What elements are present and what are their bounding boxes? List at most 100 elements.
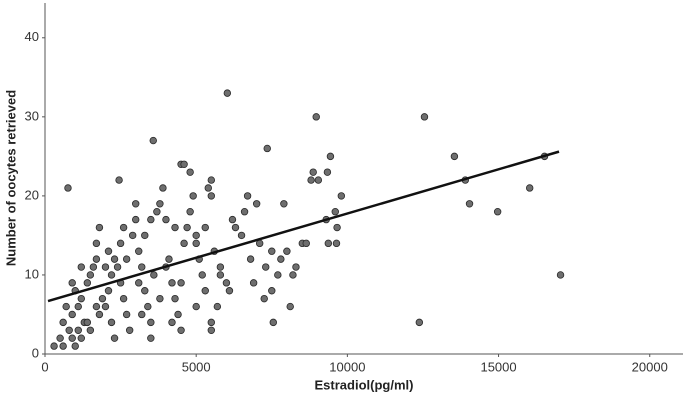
point bbox=[71, 342, 79, 350]
point bbox=[186, 208, 194, 216]
point bbox=[98, 294, 107, 303]
point bbox=[147, 318, 155, 327]
point bbox=[171, 294, 179, 303]
point bbox=[59, 318, 67, 327]
point bbox=[228, 215, 237, 224]
point bbox=[62, 302, 70, 311]
point bbox=[141, 287, 149, 295]
point bbox=[332, 239, 341, 248]
y-axis-title: Number of oocytes retrieved bbox=[3, 90, 18, 266]
point bbox=[68, 279, 76, 287]
point bbox=[333, 223, 341, 232]
point bbox=[207, 318, 216, 327]
point bbox=[65, 326, 73, 334]
point bbox=[162, 215, 170, 224]
point bbox=[147, 215, 155, 224]
point bbox=[135, 247, 143, 255]
point bbox=[213, 302, 222, 311]
point bbox=[107, 318, 116, 327]
point bbox=[177, 326, 185, 334]
point bbox=[168, 318, 176, 327]
x-tick-label: 0 bbox=[41, 359, 48, 374]
point bbox=[119, 223, 128, 232]
point bbox=[556, 271, 565, 279]
point bbox=[107, 271, 116, 279]
x-tick-label: 5000 bbox=[182, 359, 211, 374]
point bbox=[268, 287, 276, 295]
point bbox=[180, 239, 188, 248]
point bbox=[141, 231, 149, 240]
point bbox=[249, 279, 258, 287]
y-tick-label: 0 bbox=[32, 345, 39, 360]
point bbox=[116, 239, 125, 248]
point bbox=[56, 334, 64, 342]
point bbox=[314, 176, 323, 184]
point bbox=[59, 342, 67, 350]
point bbox=[104, 287, 113, 295]
point bbox=[198, 271, 206, 279]
point bbox=[68, 334, 76, 342]
point bbox=[240, 208, 249, 216]
point bbox=[450, 152, 459, 161]
point bbox=[64, 184, 72, 192]
point bbox=[420, 113, 429, 121]
point bbox=[207, 326, 216, 334]
y-tick-label: 20 bbox=[25, 187, 39, 202]
point bbox=[324, 239, 333, 248]
x-tick-label: 15000 bbox=[480, 359, 516, 374]
point bbox=[77, 263, 85, 271]
point bbox=[122, 255, 131, 263]
point bbox=[277, 255, 285, 263]
point bbox=[171, 223, 179, 232]
point bbox=[326, 152, 335, 161]
point bbox=[122, 310, 131, 319]
point bbox=[189, 192, 197, 200]
point bbox=[135, 279, 143, 287]
point bbox=[128, 231, 137, 240]
point bbox=[183, 223, 191, 232]
point bbox=[156, 294, 164, 303]
point bbox=[207, 176, 216, 184]
point bbox=[337, 192, 346, 200]
point bbox=[68, 310, 76, 319]
point bbox=[153, 208, 161, 216]
point bbox=[165, 255, 173, 263]
point bbox=[110, 255, 119, 263]
point bbox=[525, 184, 534, 192]
point bbox=[252, 200, 261, 208]
point bbox=[86, 271, 95, 279]
point bbox=[201, 223, 209, 232]
point bbox=[262, 263, 270, 271]
point bbox=[156, 200, 164, 208]
x-axis-title: Estradiol(pg/ml) bbox=[315, 377, 414, 392]
point bbox=[216, 263, 225, 271]
point bbox=[237, 231, 246, 240]
point bbox=[95, 223, 104, 232]
point bbox=[465, 200, 474, 208]
point bbox=[92, 239, 101, 248]
point bbox=[144, 302, 152, 311]
point bbox=[222, 279, 231, 287]
point bbox=[231, 223, 240, 232]
point bbox=[292, 263, 300, 271]
point bbox=[207, 192, 216, 200]
y-tick-label: 10 bbox=[25, 266, 39, 281]
point bbox=[269, 318, 277, 327]
point bbox=[283, 247, 291, 255]
point bbox=[225, 287, 234, 295]
point bbox=[138, 263, 146, 271]
point bbox=[147, 334, 155, 342]
y-tick-label: 30 bbox=[25, 108, 39, 123]
x-tick-label: 20000 bbox=[632, 359, 668, 374]
point bbox=[174, 310, 182, 319]
point bbox=[280, 200, 288, 208]
point bbox=[149, 136, 157, 145]
point bbox=[223, 89, 232, 97]
point bbox=[243, 192, 252, 200]
point bbox=[115, 176, 123, 184]
point bbox=[180, 160, 188, 168]
point bbox=[159, 184, 167, 192]
point bbox=[50, 342, 58, 350]
point bbox=[74, 302, 82, 311]
